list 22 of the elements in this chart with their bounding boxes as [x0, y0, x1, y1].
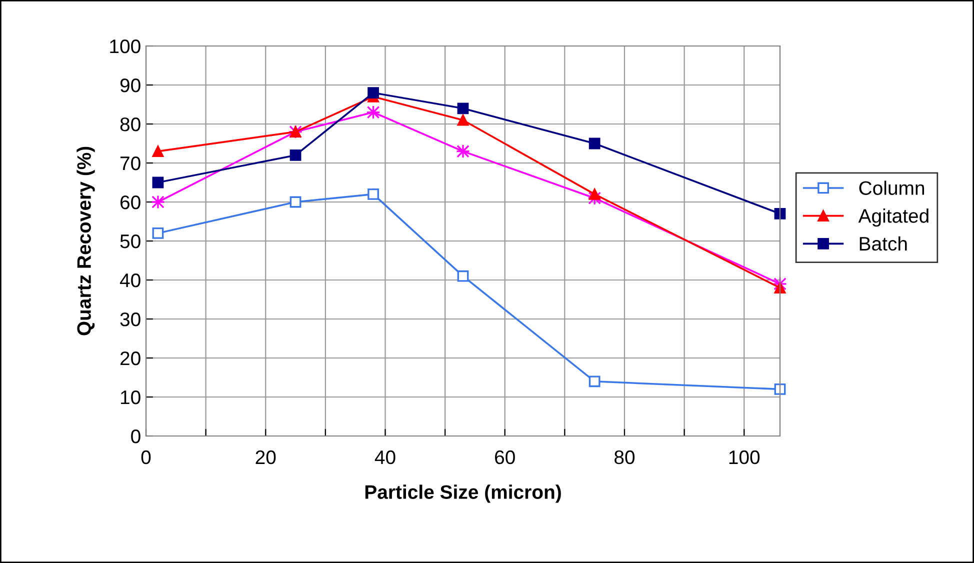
- y-tick-label: 50: [120, 234, 140, 248]
- legend-label: Agitated: [858, 208, 928, 227]
- x-tick-label: 20: [256, 450, 276, 464]
- legend-label: Batch: [860, 236, 907, 251]
- x-tick-label: 60: [495, 450, 515, 464]
- x-tick-label: 40: [374, 450, 396, 464]
- x-tick-label: 80: [614, 450, 635, 464]
- y-tick-label: 90: [120, 78, 140, 92]
- y-tick-label: 70: [120, 156, 140, 170]
- y-tick-label: 60: [120, 195, 140, 210]
- x-axis-title: Particle Size (micron): [365, 484, 561, 503]
- x-tick-label: 0: [141, 450, 151, 464]
- y-tick-label: 10: [120, 390, 140, 404]
- y-tick-label: 20: [120, 351, 140, 366]
- legend-label: Column: [859, 180, 924, 195]
- y-tick-label: 100: [110, 39, 140, 54]
- y-tick-label: 40: [120, 273, 140, 288]
- y-tick-label: 0: [131, 429, 140, 444]
- y-tick-label: 30: [120, 312, 140, 326]
- y-axis-title: Quartz Recovery (%): [76, 146, 95, 336]
- y-tick-label: 80: [120, 117, 140, 132]
- x-tick-label: 100: [729, 450, 760, 464]
